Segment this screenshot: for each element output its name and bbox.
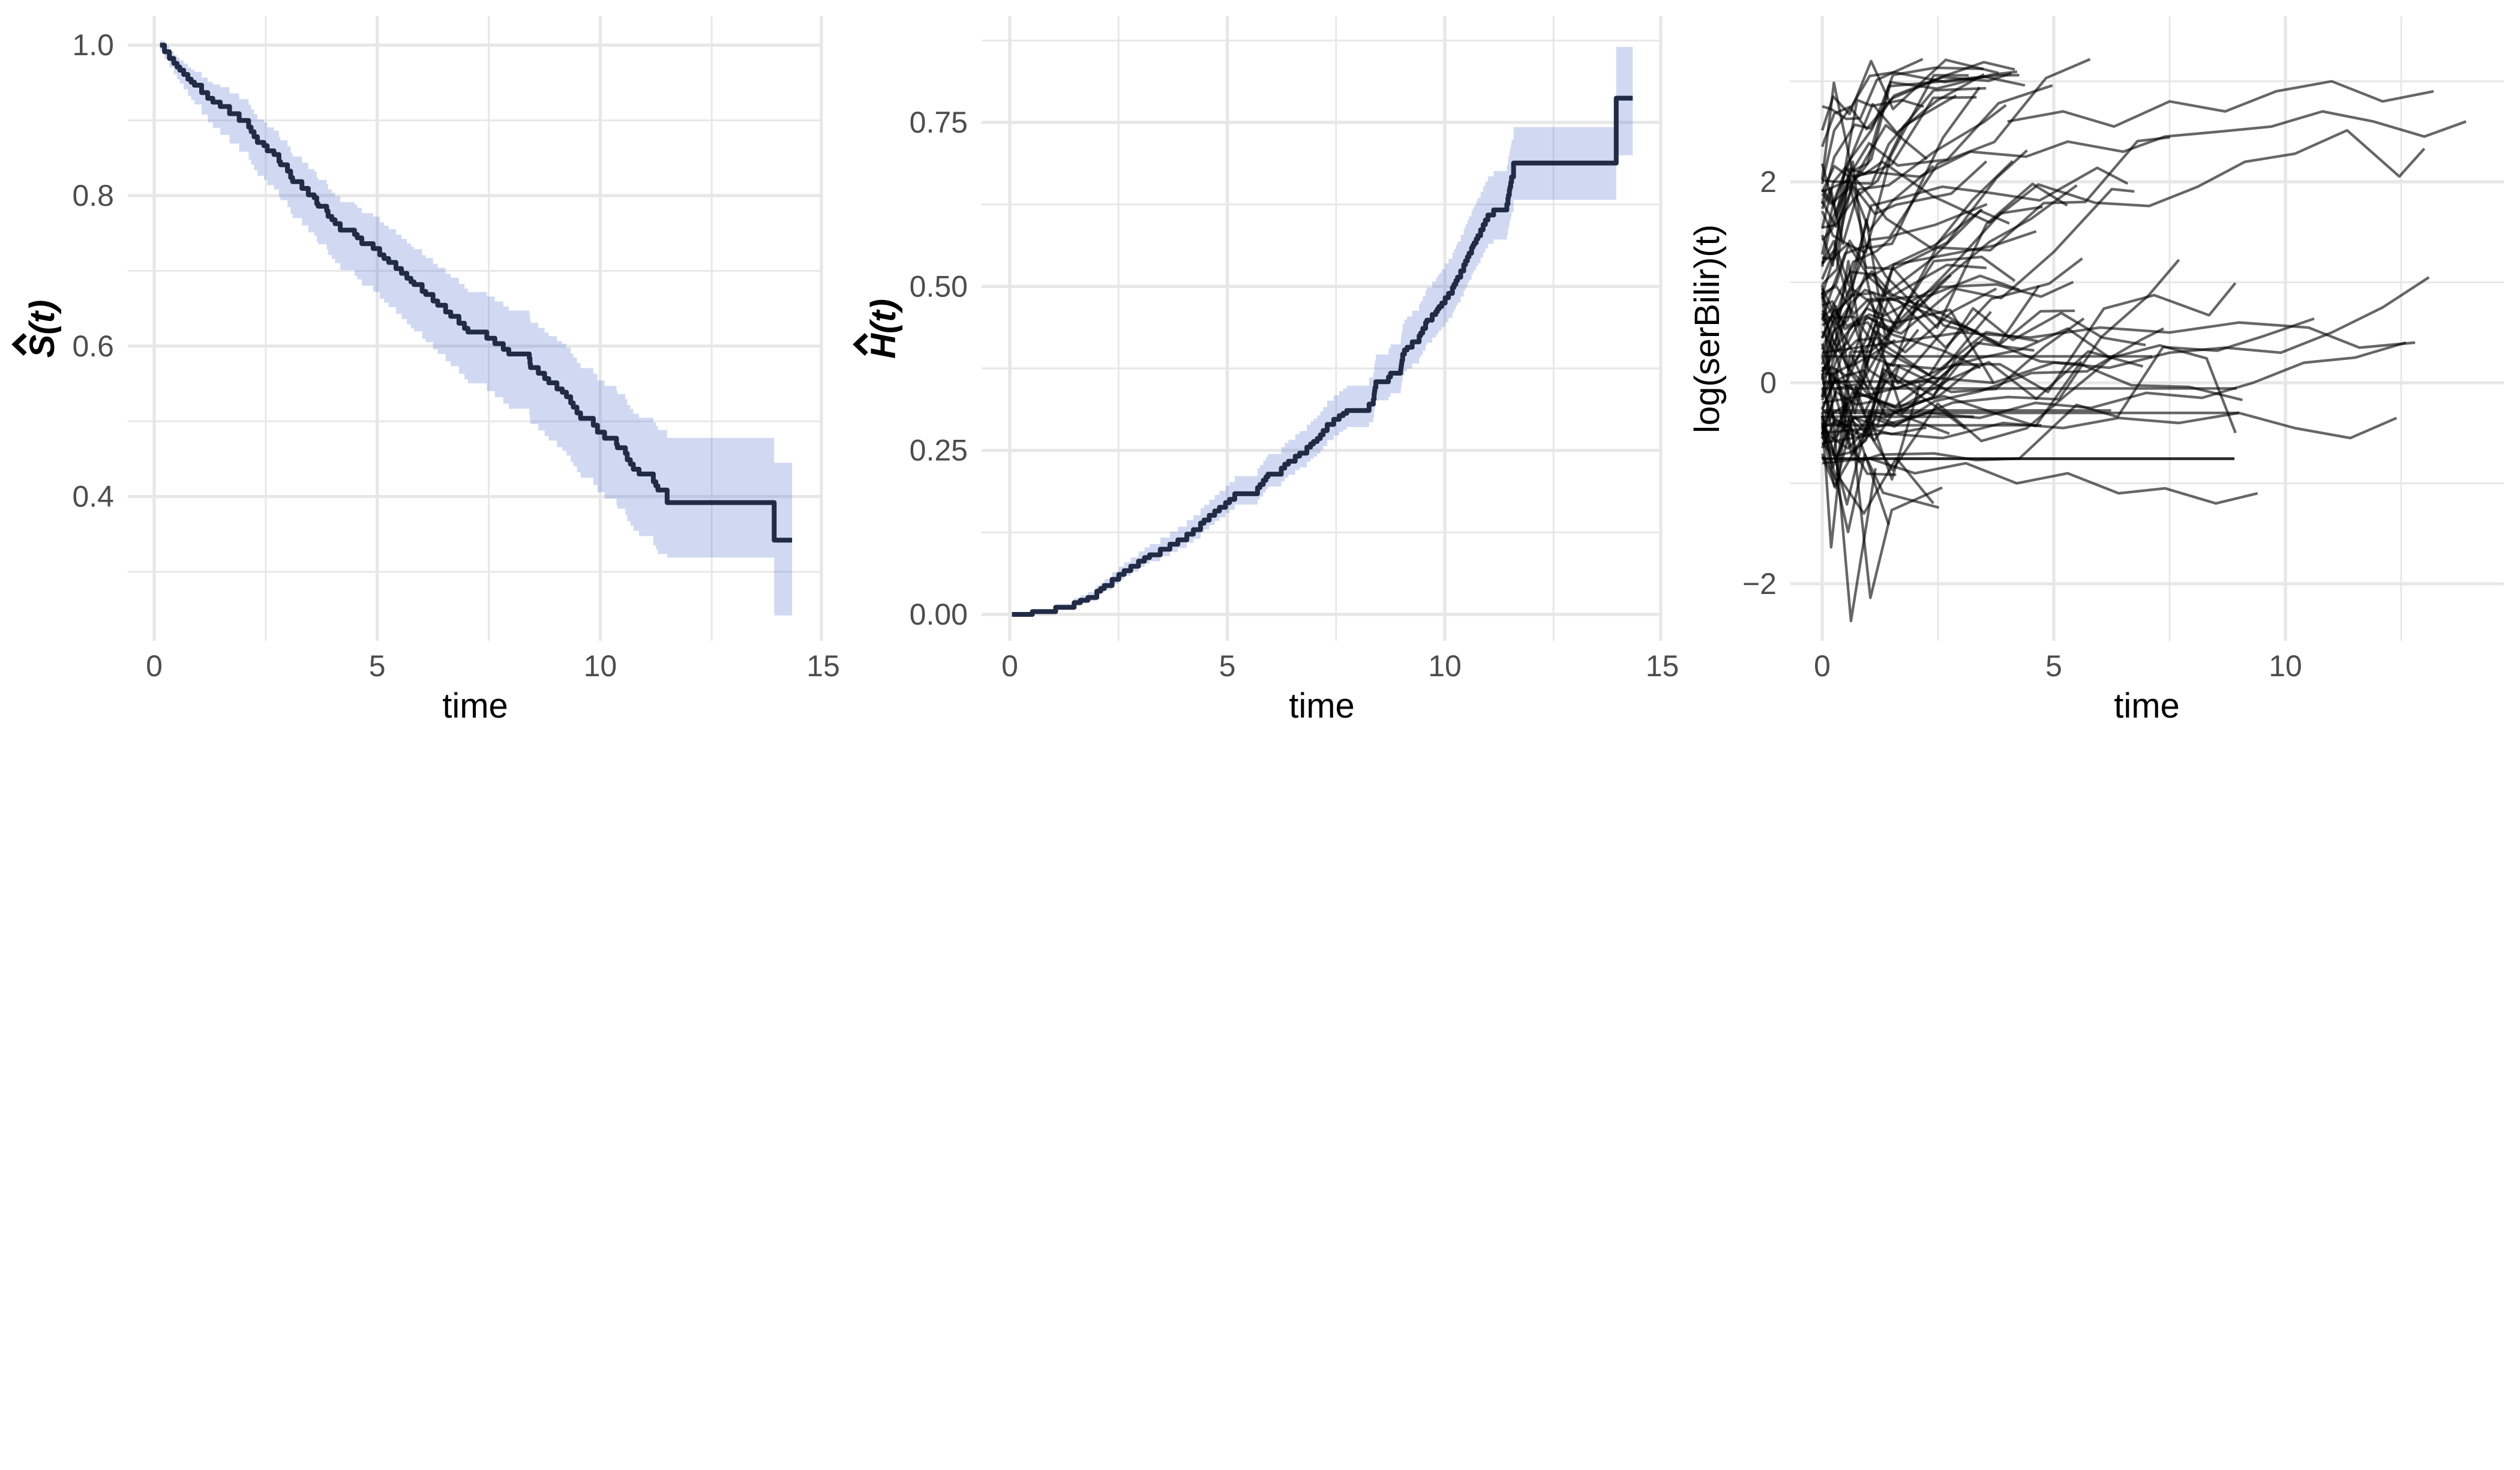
svg-text:2: 2	[1760, 165, 1777, 199]
svg-text:0.25: 0.25	[910, 434, 968, 467]
svg-text:0: 0	[1760, 366, 1777, 400]
svg-text:S(t): S(t)	[23, 300, 62, 358]
svg-text:0.00: 0.00	[910, 598, 968, 631]
svg-text:−2: −2	[1742, 567, 1777, 601]
svg-text:10: 10	[2269, 649, 2302, 683]
svg-text:5: 5	[2045, 649, 2062, 683]
svg-text:10: 10	[584, 649, 617, 683]
svg-text:0.8: 0.8	[72, 179, 114, 212]
svg-text:0.6: 0.6	[72, 329, 114, 363]
svg-text:time: time	[442, 686, 508, 725]
svg-text:0: 0	[146, 649, 163, 683]
svg-text:15: 15	[806, 649, 840, 683]
svg-text:0.50: 0.50	[910, 269, 968, 303]
svg-text:5: 5	[1219, 649, 1236, 683]
svg-text:0: 0	[1001, 649, 1018, 683]
svg-text:15: 15	[1646, 649, 1679, 683]
svg-text:time: time	[1289, 686, 1355, 725]
svg-text:0: 0	[1814, 649, 1831, 683]
svg-text:10: 10	[1428, 649, 1462, 683]
svg-text:5: 5	[369, 649, 386, 683]
svg-text:time: time	[2114, 686, 2180, 725]
svg-text:H(t): H(t)	[864, 299, 903, 359]
svg-text:1.0: 1.0	[72, 28, 114, 62]
svg-text:0.4: 0.4	[72, 480, 114, 514]
svg-text:0.75: 0.75	[910, 106, 968, 139]
svg-text:log(serBilir)(t): log(serBilir)(t)	[1688, 224, 1727, 433]
